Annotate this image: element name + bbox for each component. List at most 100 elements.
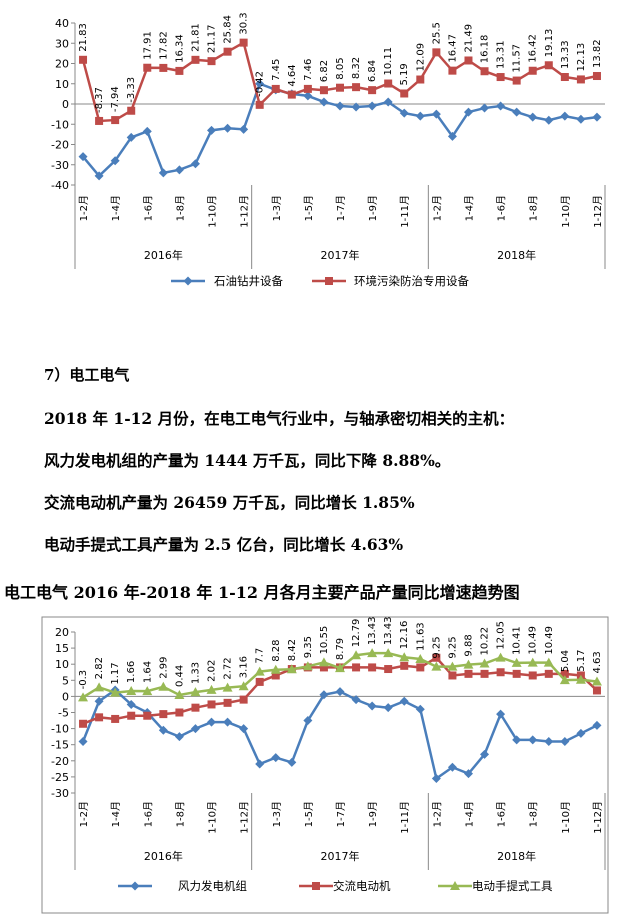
x-tick-label: 1-2月 xyxy=(78,195,90,221)
data-point xyxy=(190,159,200,169)
x-tick-label: 1-3月 xyxy=(271,195,283,221)
data-point xyxy=(463,659,474,669)
data-label: 8.42 xyxy=(287,639,298,661)
legend-label: 环境污染防治专用设备 xyxy=(354,274,469,288)
x-tick-label: 1-9月 xyxy=(367,801,379,827)
y-tick-label: -20 xyxy=(51,755,69,768)
data-label: 1.66 xyxy=(126,661,137,683)
year-group-label: 2016年 xyxy=(144,849,183,863)
x-tick-label: 1-3月 xyxy=(271,801,283,827)
data-point xyxy=(94,696,104,706)
data-point xyxy=(239,38,248,47)
x-tick-label: 1-7月 xyxy=(335,801,347,827)
data-point xyxy=(303,84,312,93)
data-point xyxy=(463,769,473,779)
data-point xyxy=(222,682,233,692)
ac-motor-paragraph: 交流电动机产量为 26459 万千瓦，同比增长 1.85% xyxy=(44,493,415,512)
data-label: 12.16 xyxy=(399,621,410,650)
data-point xyxy=(480,669,489,678)
data-point xyxy=(592,72,601,81)
year-group-label: 2018年 xyxy=(497,849,536,863)
x-tick-label: 1-6月 xyxy=(496,195,508,221)
data-point xyxy=(95,116,104,125)
data-point xyxy=(479,658,490,668)
data-point xyxy=(384,79,393,88)
data-point xyxy=(480,749,490,759)
data-label: 5.17 xyxy=(576,649,587,671)
x-tick-label: 1-8月 xyxy=(174,801,186,827)
data-label: 30.3 xyxy=(239,12,250,34)
data-point xyxy=(335,101,345,111)
data-point xyxy=(319,97,329,107)
data-point xyxy=(416,663,425,672)
data-point xyxy=(191,55,200,64)
x-tick-label: 1-4月 xyxy=(463,195,475,221)
data-point xyxy=(318,657,329,667)
data-point xyxy=(496,101,506,111)
legend-label: 交流电动机 xyxy=(333,879,391,893)
data-point xyxy=(592,720,602,730)
data-label: 19.13 xyxy=(544,29,555,58)
data-point xyxy=(78,736,88,746)
data-point xyxy=(400,89,409,98)
y-tick-label: -20 xyxy=(51,139,69,152)
data-point xyxy=(142,126,152,136)
data-point xyxy=(560,111,570,121)
data-label: 21.83 xyxy=(78,23,89,52)
y-tick-label: 10 xyxy=(55,78,69,91)
data-point xyxy=(79,55,88,64)
year-group-label: 2018年 xyxy=(497,248,536,262)
legend-label: 风力发电机组 xyxy=(178,879,247,893)
data-point xyxy=(495,652,506,662)
data-label: 17.82 xyxy=(158,31,169,60)
x-tick-label: 1-6月 xyxy=(142,195,154,221)
data-point xyxy=(159,710,168,719)
x-tick-label: 1-4月 xyxy=(110,195,122,221)
intro-paragraph: 2018 年 1-12 月份，在电工电气行业中，与轴承密切相关的主机： xyxy=(44,409,515,428)
data-point xyxy=(544,61,553,70)
data-point xyxy=(544,669,553,678)
data-point xyxy=(94,171,104,181)
data-label: -0.42 xyxy=(255,71,266,97)
data-point xyxy=(544,115,554,125)
data-label: 12.79 xyxy=(351,619,362,648)
data-point xyxy=(303,716,313,726)
data-point xyxy=(110,687,121,697)
data-point xyxy=(367,648,378,658)
data-point xyxy=(527,657,538,667)
x-tick-label: 1-6月 xyxy=(142,801,154,827)
data-point xyxy=(543,657,554,667)
data-point xyxy=(175,66,184,75)
data-point xyxy=(592,112,602,122)
data-point xyxy=(255,79,265,89)
data-point xyxy=(127,711,136,720)
wind-turbine-paragraph: 风力发电机组的产量为 1444 万千瓦，同比下降 8.88%。 xyxy=(44,451,451,470)
data-point xyxy=(447,661,458,671)
y-tick-label: 20 xyxy=(55,58,69,71)
data-label: 9.35 xyxy=(303,636,314,658)
data-label: 1.17 xyxy=(110,662,121,684)
data-label: 8.05 xyxy=(335,57,346,79)
y-tick-label: 0 xyxy=(62,690,69,703)
data-label: 1.64 xyxy=(142,661,153,683)
data-point xyxy=(591,676,602,686)
section-title: 7）电工电气 xyxy=(44,366,130,384)
y-tick-label: 5 xyxy=(62,674,69,687)
data-point xyxy=(512,107,522,117)
data-point xyxy=(206,684,217,694)
x-tick-label: 1-5月 xyxy=(303,801,315,827)
data-label: 25.84 xyxy=(223,15,234,44)
data-point xyxy=(431,109,441,119)
chart-border xyxy=(41,616,609,914)
data-point xyxy=(303,91,313,101)
data-label: 13.33 xyxy=(560,40,571,69)
data-point xyxy=(223,123,233,133)
data-point xyxy=(400,661,409,670)
data-point xyxy=(223,47,232,56)
data-point xyxy=(496,709,506,719)
chart-caption: 电工电气 2016 年-2018 年 1-12 月各月主要产品产量同比增速趋势图 xyxy=(4,583,520,602)
data-point xyxy=(223,717,233,727)
data-point xyxy=(351,695,361,705)
data-point xyxy=(431,661,442,671)
data-point xyxy=(432,653,441,662)
